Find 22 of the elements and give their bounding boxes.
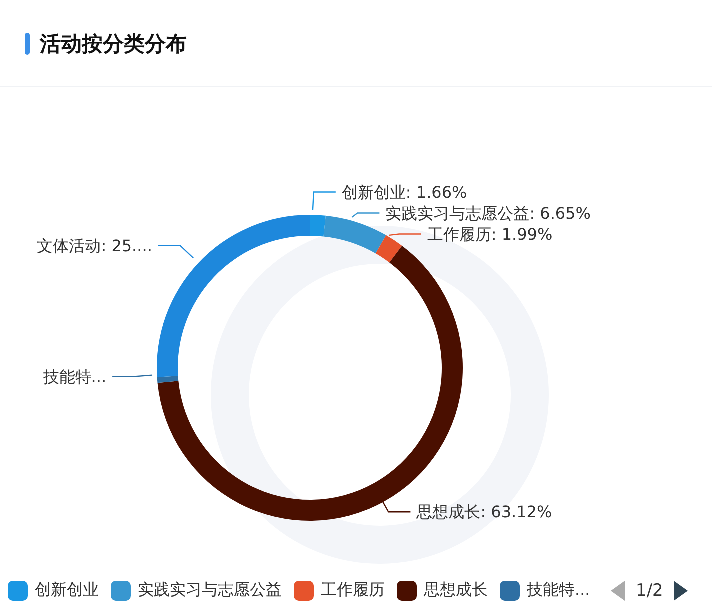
- donut-slice: [157, 215, 310, 378]
- legend-label: 工作履历: [321, 580, 385, 601]
- data-label: : 6.65%: [530, 204, 591, 223]
- slice-label: 创新创业: [342, 182, 406, 202]
- legend-label: 思想成长: [424, 580, 488, 601]
- slice-label: 文体活动: [37, 236, 102, 256]
- text: 1/2: [636, 580, 664, 600]
- slice-label: 思想成长: [416, 502, 481, 522]
- data-label: : 63.12%: [480, 502, 552, 522]
- legend-label: 创新创业: [35, 580, 99, 601]
- chart-title: 活动按分类分布: [40, 31, 187, 58]
- slice-label: 技能特...: [42, 367, 107, 386]
- donut-slice: [324, 216, 386, 254]
- donut-slice: [157, 376, 179, 384]
- donut-slice: [310, 215, 326, 237]
- data-label: : 25....: [101, 236, 152, 256]
- data-label: : 1.66%: [406, 182, 468, 202]
- legend-label: 技能特...: [527, 580, 590, 601]
- slice-label: 实践实习与志愿公益: [386, 204, 530, 223]
- data-label: : 1.99%: [491, 224, 553, 244]
- legend-label: 实践实习与志愿公益: [138, 580, 282, 601]
- slice-label: 工作履历: [427, 224, 492, 244]
